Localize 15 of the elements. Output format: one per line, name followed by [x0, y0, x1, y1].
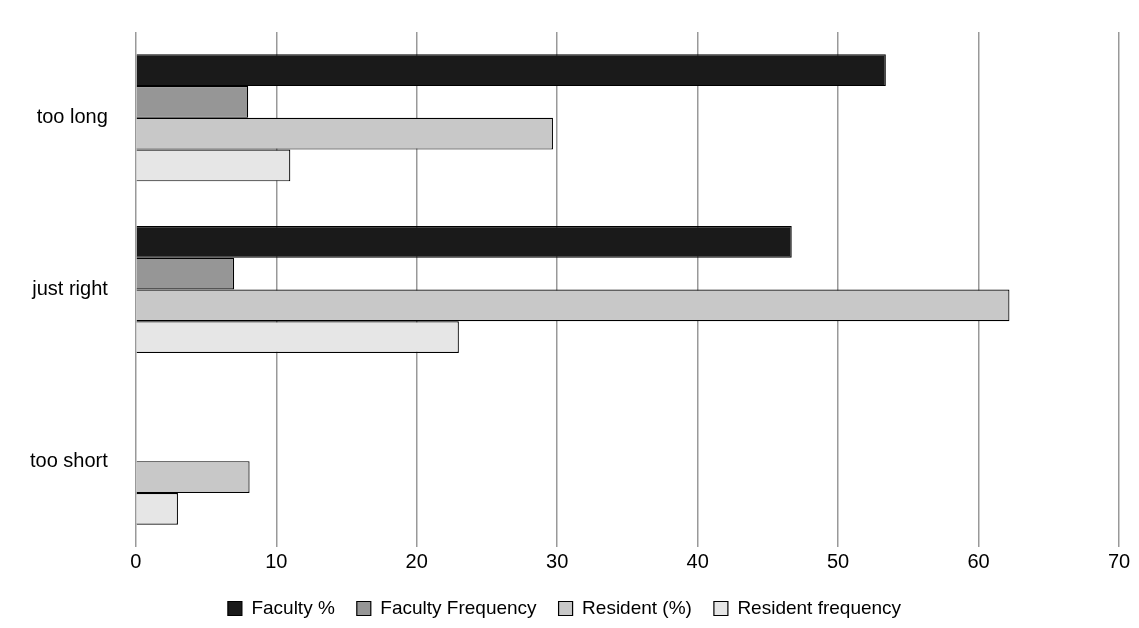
- legend-label: Faculty Frequency: [380, 596, 538, 618]
- y-tick-label: too long: [36, 105, 108, 128]
- legend-label: Faculty %: [251, 596, 335, 618]
- x-tick-label: 20: [405, 549, 428, 572]
- y-tick-label: too short: [29, 448, 109, 471]
- x-tick-label: 50: [826, 549, 850, 572]
- x-tick-label: 0: [130, 549, 142, 572]
- legend-label: Resident (%): [582, 596, 692, 618]
- x-tick-label: 60: [967, 549, 990, 572]
- legend-label: Resident frequency: [737, 596, 902, 618]
- y-tick-label: just right: [31, 277, 109, 300]
- x-tick-label: 10: [265, 549, 288, 572]
- x-tick-label: 40: [686, 549, 709, 572]
- x-tick-label: 70: [1107, 549, 1131, 572]
- x-tick-label: 30: [546, 549, 569, 572]
